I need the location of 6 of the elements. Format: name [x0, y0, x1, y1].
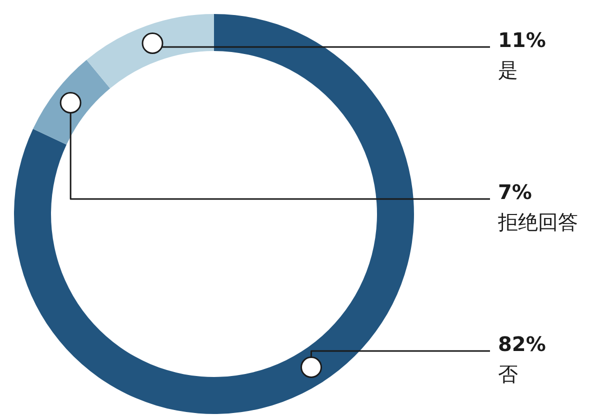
slice-label: 否 [498, 362, 518, 386]
data-label: 7% [498, 180, 532, 204]
data-label: 11% [498, 28, 546, 52]
slice-label: 拒绝回答 [497, 210, 578, 234]
slice-label: 是 [498, 58, 518, 82]
data-label: 82% [498, 332, 546, 356]
